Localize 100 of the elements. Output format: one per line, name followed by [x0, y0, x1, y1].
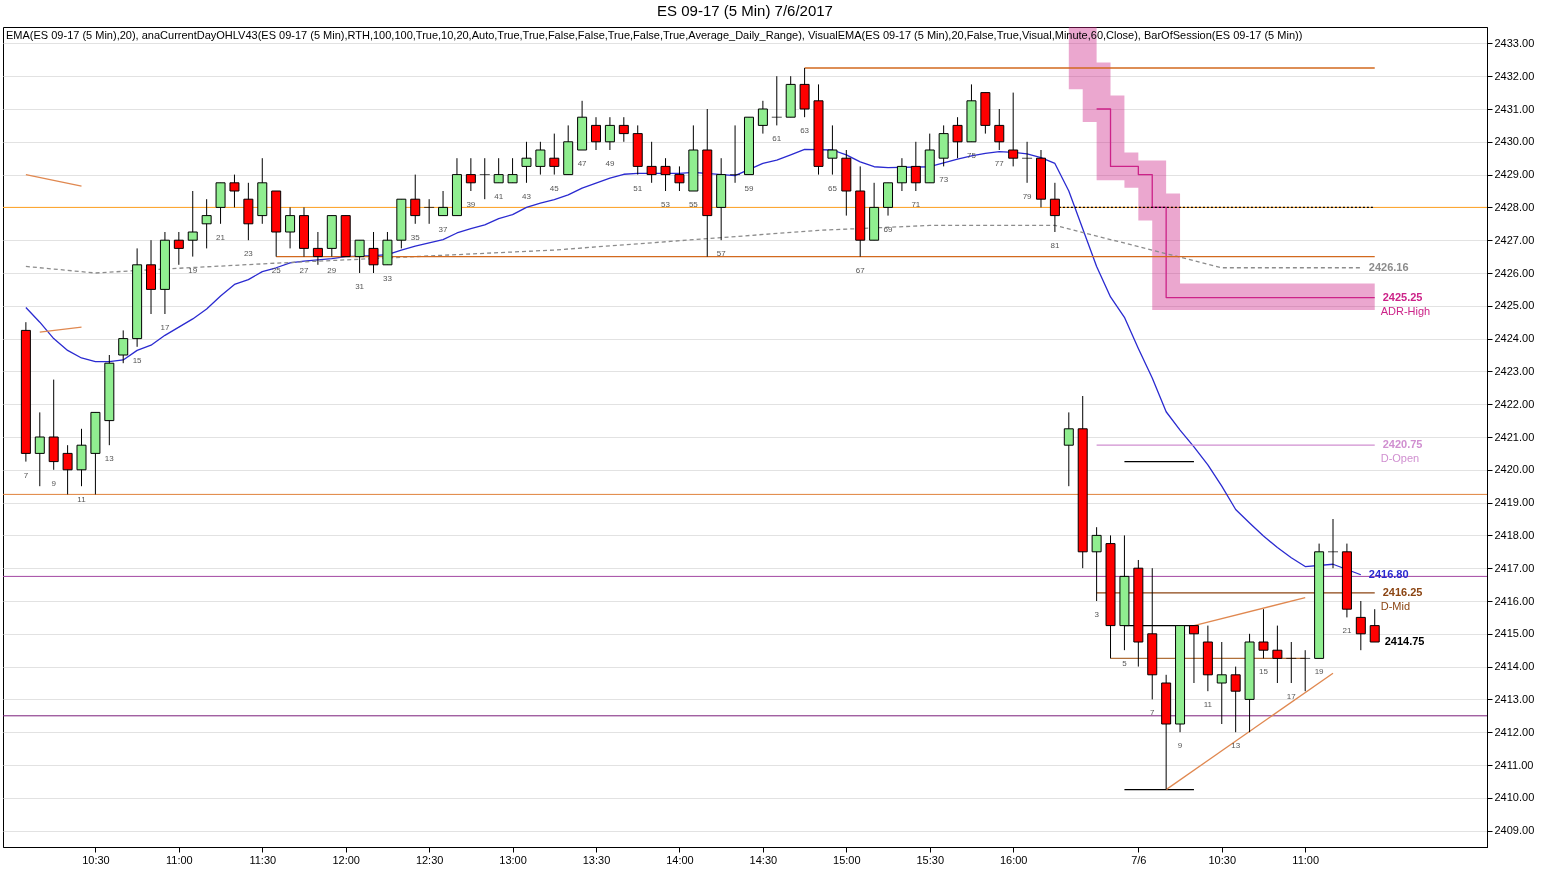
- x-tick-label: 15:00: [833, 853, 861, 866]
- data-label: 2416.25: [1382, 585, 1423, 598]
- text: 43: [522, 191, 531, 201]
- candlestick: [187, 190, 198, 258]
- x-tick-label: 10:30: [1208, 853, 1237, 866]
- y-tick-label: 2414.00: [1494, 660, 1535, 673]
- text: 9: [1177, 741, 1183, 751]
- candlestick: [674, 165, 685, 192]
- text: 5: [1122, 659, 1127, 669]
- candlestick: [757, 100, 768, 135]
- y-tick-label: 2429.00: [1494, 168, 1535, 181]
- text: 31: [355, 282, 365, 291]
- text: 17: [160, 323, 170, 332]
- text: 35: [410, 232, 420, 242]
- candlestick: [604, 116, 615, 151]
- text: 49: [605, 159, 615, 168]
- text: 59: [744, 183, 754, 193]
- text: 51: [633, 183, 643, 193]
- candlestick: [618, 116, 629, 143]
- text: 45: [549, 183, 559, 193]
- candlestick: [285, 206, 296, 249]
- text: 73: [939, 175, 949, 185]
- text: 63: [800, 126, 810, 136]
- text: 55: [688, 200, 698, 209]
- series-label: D-Open: [1380, 452, 1420, 465]
- line-series: [25, 148, 1362, 576]
- candlestick: [1272, 625, 1283, 684]
- text: 41: [494, 191, 504, 201]
- candlestick: [660, 157, 671, 192]
- candlestick: [994, 108, 1005, 151]
- candlestick: [1063, 411, 1074, 487]
- y-tick-label: 2412.00: [1494, 725, 1535, 738]
- text: 19: [1314, 667, 1324, 677]
- y-tick-label: 2430.00: [1494, 135, 1535, 148]
- y-tick-label: 2424.00: [1494, 332, 1535, 345]
- candlestick: [730, 124, 741, 184]
- x-tick-label: 13:30: [582, 853, 611, 866]
- y-tick-label: 2416.00: [1494, 594, 1535, 607]
- y-tick-label: 2431.00: [1494, 102, 1535, 115]
- text: 21: [1342, 626, 1352, 636]
- y-tick-label: 2433.00: [1494, 36, 1535, 49]
- candlestick: [1300, 649, 1311, 692]
- text: 15: [132, 355, 142, 365]
- candlestick: [312, 231, 323, 266]
- candlestick: [368, 231, 379, 274]
- y-tick-label: 2415.00: [1494, 627, 1535, 640]
- candlestick: [493, 157, 504, 184]
- y-tick-label: 2432.00: [1494, 69, 1535, 82]
- text: 9: [51, 478, 56, 488]
- text: 71: [911, 200, 921, 209]
- text: 33: [382, 273, 392, 283]
- candlestick: [827, 124, 838, 176]
- y-tick-label: 2410.00: [1494, 791, 1535, 804]
- text: 39: [466, 200, 476, 209]
- candlestick: [118, 329, 129, 364]
- text: 47: [577, 159, 587, 168]
- text: 2414.75: [1384, 635, 1425, 647]
- x-tick-label: 15:30: [916, 853, 945, 866]
- series-label: D-Mid: [1380, 599, 1411, 612]
- candlestick: [646, 141, 657, 184]
- text: 13: [104, 454, 114, 464]
- data-label: 2425.25: [1382, 290, 1423, 303]
- candlestick: [1286, 641, 1297, 684]
- y-tick-label: 2421.00: [1494, 430, 1535, 443]
- candlestick: [591, 116, 602, 151]
- candlestick: [521, 141, 532, 184]
- text: 27: [299, 265, 309, 275]
- candlestick: [549, 133, 560, 176]
- x-tick-label: 7/6: [1131, 853, 1147, 866]
- y-tick-label: 2423.00: [1494, 364, 1535, 377]
- text: 13: [1231, 741, 1241, 751]
- text: 19: [188, 265, 198, 275]
- x-tick-label: 14:30: [749, 853, 778, 866]
- candlestick: [1258, 608, 1269, 659]
- candlestick: [34, 411, 45, 487]
- text: 61: [772, 134, 782, 144]
- candlestick: [952, 116, 963, 159]
- candlestick: [1216, 641, 1227, 725]
- text: 79: [1022, 191, 1032, 201]
- x-tick-label: 13:00: [499, 853, 527, 866]
- text: 3: [1094, 610, 1099, 619]
- text: 67: [855, 265, 865, 275]
- line-series: [25, 224, 1362, 274]
- text: 69: [883, 224, 893, 234]
- candlestick: [771, 75, 782, 126]
- y-tick-label: 2411.00: [1494, 758, 1534, 771]
- candlestick: [465, 157, 476, 192]
- x-tick-label: 14:00: [666, 853, 694, 866]
- y-tick-label: 2419.00: [1494, 496, 1535, 509]
- candlestick: [535, 141, 546, 176]
- text: 57: [716, 249, 726, 259]
- text: 25: [271, 265, 281, 275]
- text: 77: [994, 159, 1004, 168]
- candlestick: [896, 157, 907, 192]
- y-tick-label: 2426.00: [1494, 266, 1535, 279]
- candlestick: [1369, 608, 1380, 643]
- candlestick: [507, 157, 518, 184]
- text: 65: [827, 183, 837, 193]
- y-tick-label: 2417.00: [1494, 561, 1535, 574]
- data-label: 2420.75: [1382, 438, 1423, 451]
